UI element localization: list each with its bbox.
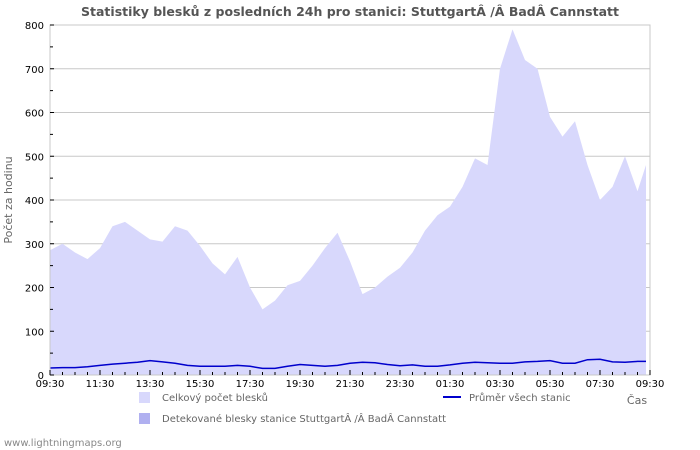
x-axis: 09:30 11:30 13:30 15:30 17:30 19:30 21:30 23:30… xyxy=(36,370,665,390)
x-axis-label: Čas xyxy=(627,394,647,407)
legend-label-total: Celkový počet blesků xyxy=(162,392,268,404)
y-tick-label: 0 xyxy=(38,371,44,382)
x-tick-label: 09:30 xyxy=(36,379,65,390)
source-link[interactable]: www.lightningmaps.org xyxy=(4,438,122,449)
x-tick-label: 17:30 xyxy=(236,379,265,390)
series-area xyxy=(50,29,646,376)
x-tick-label: 03:30 xyxy=(486,379,515,390)
y-tick-label: 300 xyxy=(25,240,44,251)
legend-swatch-detected xyxy=(139,413,150,424)
y-tick-label: 400 xyxy=(25,196,44,207)
legend: Celkový počet blesků Detekované blesky s… xyxy=(139,392,571,425)
y-tick-label: 200 xyxy=(25,284,44,295)
legend-swatch-total xyxy=(139,392,150,403)
x-tick-label: 05:30 xyxy=(536,379,565,390)
x-tick-label: 01:30 xyxy=(436,379,465,390)
legend-label-average: Průměr všech stanic xyxy=(469,392,571,404)
x-tick-label: 09:30 xyxy=(636,379,665,390)
legend-label-detected: Detekované blesky stanice StuttgartÂ /Â … xyxy=(162,412,446,425)
y-axis-label: Počet za hodinu xyxy=(2,156,15,243)
y-tick-label: 600 xyxy=(25,109,44,120)
series-line-average xyxy=(49,358,646,370)
y-tick-label: 700 xyxy=(25,65,44,76)
y-tick-label: 100 xyxy=(25,327,44,338)
y-axis: 0 100 200 300 400 500 600 700 800 xyxy=(25,21,54,382)
x-tick-label: 13:30 xyxy=(136,379,165,390)
x-tick-label: 11:30 xyxy=(86,379,115,390)
x-tick-label: 15:30 xyxy=(186,379,215,390)
plot-areas xyxy=(49,29,646,376)
chart-title: Statistiky blesků z posledních 24h pro s… xyxy=(81,4,619,19)
x-tick-label: 21:30 xyxy=(336,379,365,390)
x-tick-label: 07:30 xyxy=(586,379,615,390)
x-tick-label: 19:30 xyxy=(286,379,315,390)
y-tick-label: 500 xyxy=(25,152,44,163)
x-tick-label: 23:30 xyxy=(386,379,415,390)
y-tick-label: 800 xyxy=(25,21,44,32)
